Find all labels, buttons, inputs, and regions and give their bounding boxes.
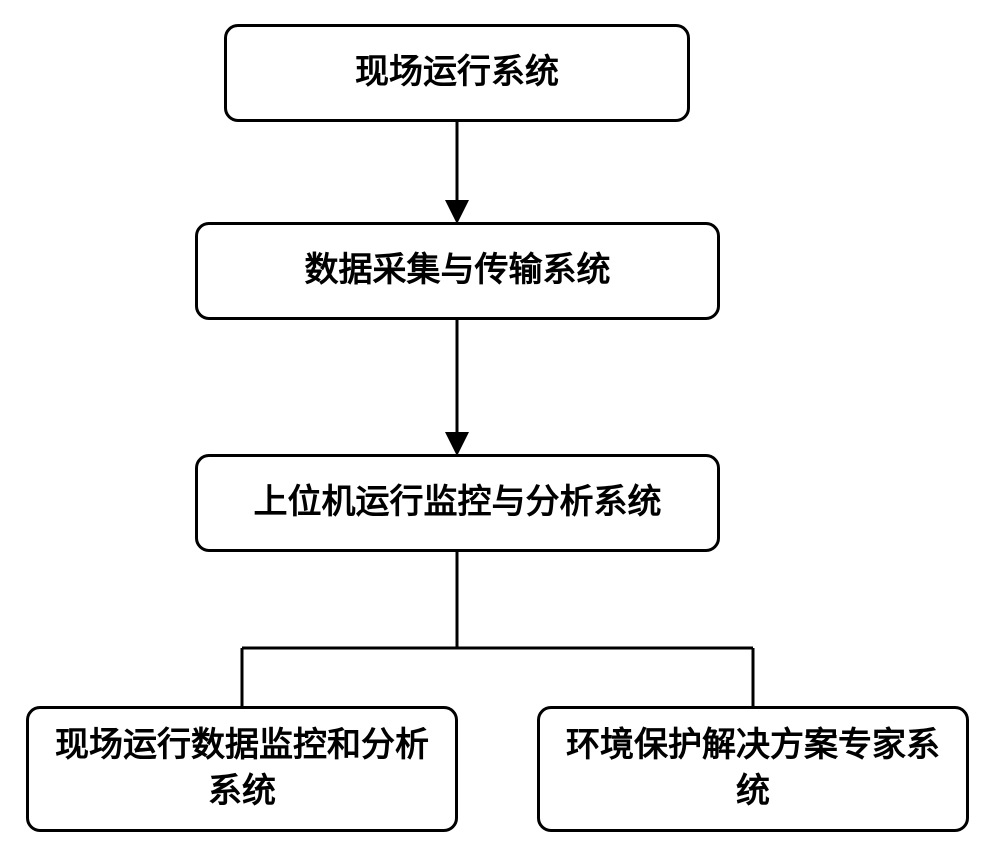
node-label: 现场运行数据监控和分析系统 xyxy=(41,723,443,815)
node-label: 现场运行系统 xyxy=(355,50,559,96)
flowchart-node-n1: 现场运行系统 xyxy=(224,24,690,122)
node-label: 环境保护解决方案专家系统 xyxy=(552,723,954,815)
flowchart-node-n4: 现场运行数据监控和分析系统 xyxy=(26,706,458,832)
node-label: 数据采集与传输系统 xyxy=(305,248,611,294)
flowchart-canvas: 现场运行系统数据采集与传输系统上位机运行监控与分析系统现场运行数据监控和分析系统… xyxy=(0,0,1000,861)
flowchart-node-n5: 环境保护解决方案专家系统 xyxy=(537,706,969,832)
flowchart-node-n2: 数据采集与传输系统 xyxy=(195,222,720,320)
flowchart-node-n3: 上位机运行监控与分析系统 xyxy=(195,454,720,552)
node-label: 上位机运行监控与分析系统 xyxy=(254,480,662,526)
